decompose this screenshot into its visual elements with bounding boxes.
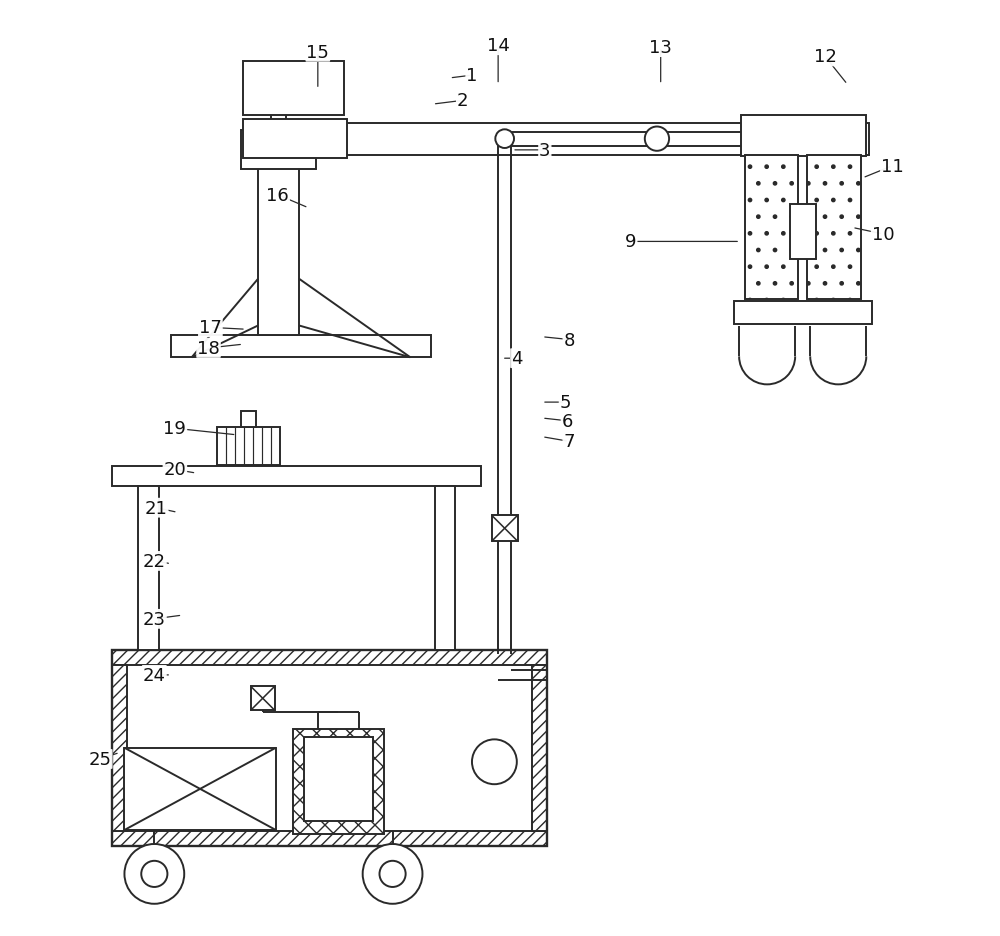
Text: 2: 2: [457, 93, 468, 110]
Bar: [258, 163, 299, 335]
Text: 10: 10: [872, 226, 894, 243]
Bar: [241, 131, 316, 170]
Bar: [304, 737, 373, 821]
Text: 9: 9: [625, 233, 637, 251]
Bar: [243, 62, 344, 116]
Bar: [807, 155, 861, 300]
Circle shape: [124, 844, 184, 904]
Text: 21: 21: [145, 499, 168, 517]
Bar: [293, 729, 384, 834]
Text: 13: 13: [649, 39, 672, 57]
Bar: [112, 466, 481, 487]
Text: 7: 7: [563, 432, 575, 451]
Text: 18: 18: [197, 340, 220, 358]
Bar: [241, 412, 256, 428]
Text: 1: 1: [466, 67, 478, 85]
Text: 20: 20: [164, 461, 186, 479]
Circle shape: [645, 127, 669, 152]
Text: 12: 12: [814, 49, 837, 66]
Bar: [344, 124, 869, 155]
Text: 16: 16: [266, 186, 289, 204]
Circle shape: [495, 130, 514, 149]
Bar: [790, 205, 816, 259]
Text: 22: 22: [143, 552, 166, 570]
Text: 3: 3: [539, 141, 551, 160]
Bar: [251, 686, 275, 710]
Bar: [112, 650, 547, 665]
Bar: [492, 516, 518, 542]
Bar: [435, 487, 455, 650]
Text: 14: 14: [487, 37, 510, 55]
Bar: [171, 335, 431, 358]
Bar: [741, 116, 866, 157]
Text: 15: 15: [306, 44, 329, 62]
Bar: [124, 748, 276, 830]
Text: 25: 25: [89, 750, 112, 768]
Text: 6: 6: [562, 413, 573, 431]
Text: 23: 23: [143, 610, 166, 628]
Text: 17: 17: [199, 319, 222, 337]
Bar: [243, 120, 347, 159]
Text: 4: 4: [511, 350, 523, 368]
Bar: [734, 302, 872, 324]
Circle shape: [472, 739, 517, 784]
Bar: [217, 428, 280, 465]
Circle shape: [141, 861, 167, 887]
Text: 24: 24: [143, 666, 166, 684]
Bar: [112, 650, 547, 846]
Text: 5: 5: [560, 394, 571, 412]
Text: 19: 19: [163, 420, 186, 438]
Circle shape: [363, 844, 422, 904]
Bar: [532, 665, 547, 831]
Bar: [112, 831, 547, 846]
Text: 8: 8: [563, 331, 575, 349]
Bar: [112, 665, 127, 831]
Circle shape: [379, 861, 406, 887]
Bar: [138, 487, 159, 650]
Bar: [745, 155, 798, 300]
Text: 11: 11: [881, 157, 904, 176]
